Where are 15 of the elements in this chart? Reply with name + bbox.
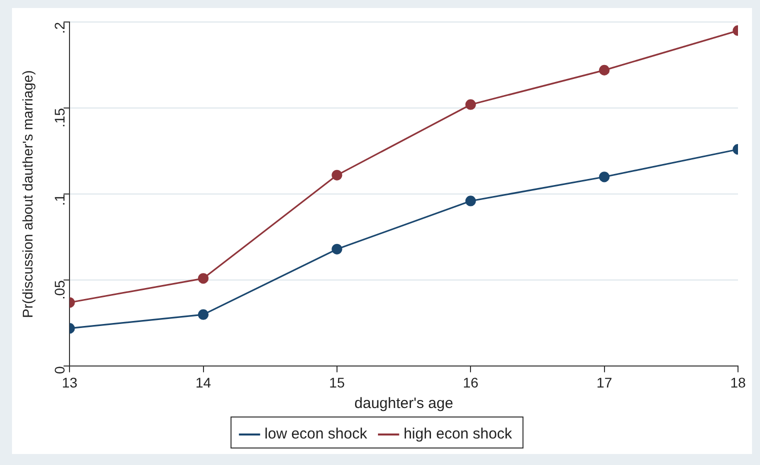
y-tick-label: .15 [51, 108, 68, 128]
y-tick-label: .05 [51, 280, 68, 300]
legend-label: low econ shock [264, 426, 368, 443]
x-tick-label: 18 [730, 374, 746, 390]
x-axis-title: daughter's age [354, 395, 454, 412]
x-tick-label: 14 [195, 374, 212, 390]
y-tick-label: 0 [51, 366, 68, 374]
y-axis-title: Pr(discussion about dauther's marriage) [19, 70, 36, 318]
x-tick-label: 13 [62, 374, 78, 390]
x-tick-label: 16 [462, 374, 479, 390]
x-tick-label: 15 [329, 374, 345, 390]
x-tick-label: 17 [596, 374, 612, 390]
legend-label: high econ shock [404, 426, 512, 443]
y-tick-label: .2 [51, 22, 68, 34]
y-tick-label: .1 [51, 194, 68, 206]
